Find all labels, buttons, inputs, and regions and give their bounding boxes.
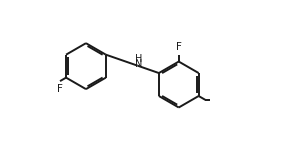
Text: N: N: [135, 59, 142, 69]
Text: F: F: [57, 84, 63, 94]
Text: F: F: [176, 42, 182, 52]
Text: H: H: [135, 54, 142, 64]
